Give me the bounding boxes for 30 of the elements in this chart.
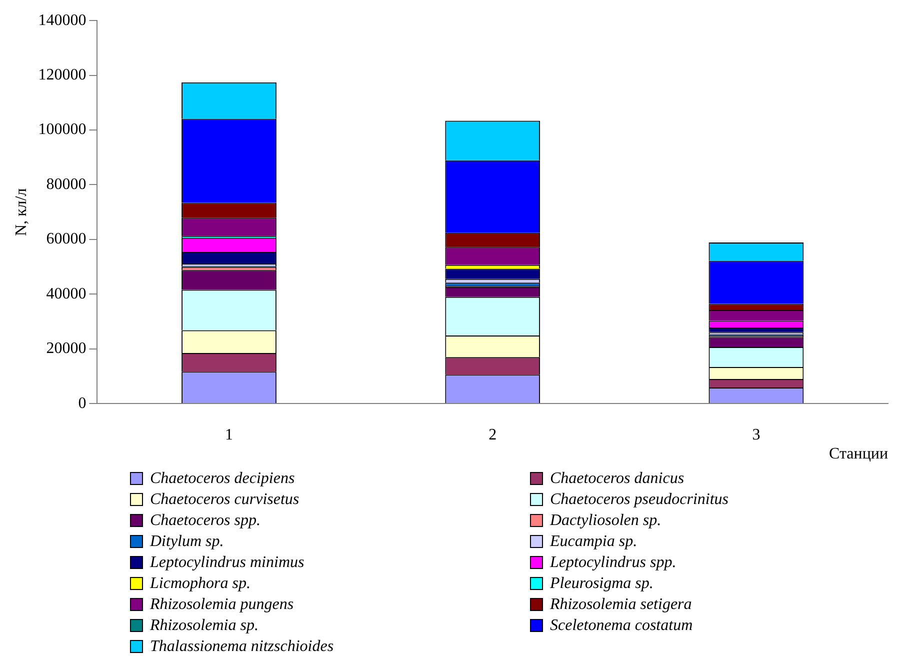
x-tick-label: 1 [225, 426, 233, 444]
y-tick-label: 0 [78, 394, 86, 412]
legend-label: Licmophora sp. [150, 574, 250, 594]
legend-label: Thalassionema nitzschioides [150, 637, 334, 657]
legend-label: Chaetoceros spp. [150, 511, 261, 531]
legend-label: Rhizosolemia sp. [150, 616, 258, 636]
y-tick-label: 80000 [46, 176, 86, 193]
x-tick-label: 3 [752, 426, 760, 444]
legend-label: Dactyliosolen sp. [550, 511, 662, 531]
legend-label: Leptocylindrus spp. [550, 553, 676, 573]
legend-label: Chaetoceros decipiens [150, 469, 295, 489]
legend-label: Chaetoceros danicus [550, 469, 684, 489]
legend-label: Eucampia sp. [550, 532, 638, 552]
y-axis-title: N, кл/л [12, 188, 30, 236]
y-tick-label: 60000 [46, 230, 86, 248]
x-axis-title: Станции [829, 446, 888, 463]
legend-label: Sceletonema costatum [550, 616, 693, 636]
legend-label: Chaetoceros pseudocrinitus [550, 490, 728, 510]
legend-label: Leptocylindrus minimus [150, 553, 304, 573]
legend-label: Ditylum sp. [150, 532, 224, 552]
y-tick-label: 20000 [46, 340, 86, 358]
legend-label: Rhizosolemia setigera [550, 595, 692, 615]
legend-label: Pleurosigma sp. [550, 574, 654, 594]
y-tick-label: 140000 [38, 12, 86, 29]
legend-label: Chaetoceros curvisetus [150, 490, 300, 510]
y-tick-label: 40000 [46, 285, 86, 302]
legend-label: Rhizosolemia pungens [150, 595, 294, 615]
y-tick-label: 100000 [38, 121, 86, 138]
x-tick-label: 2 [488, 426, 497, 444]
y-tick-label: 120000 [38, 66, 86, 84]
